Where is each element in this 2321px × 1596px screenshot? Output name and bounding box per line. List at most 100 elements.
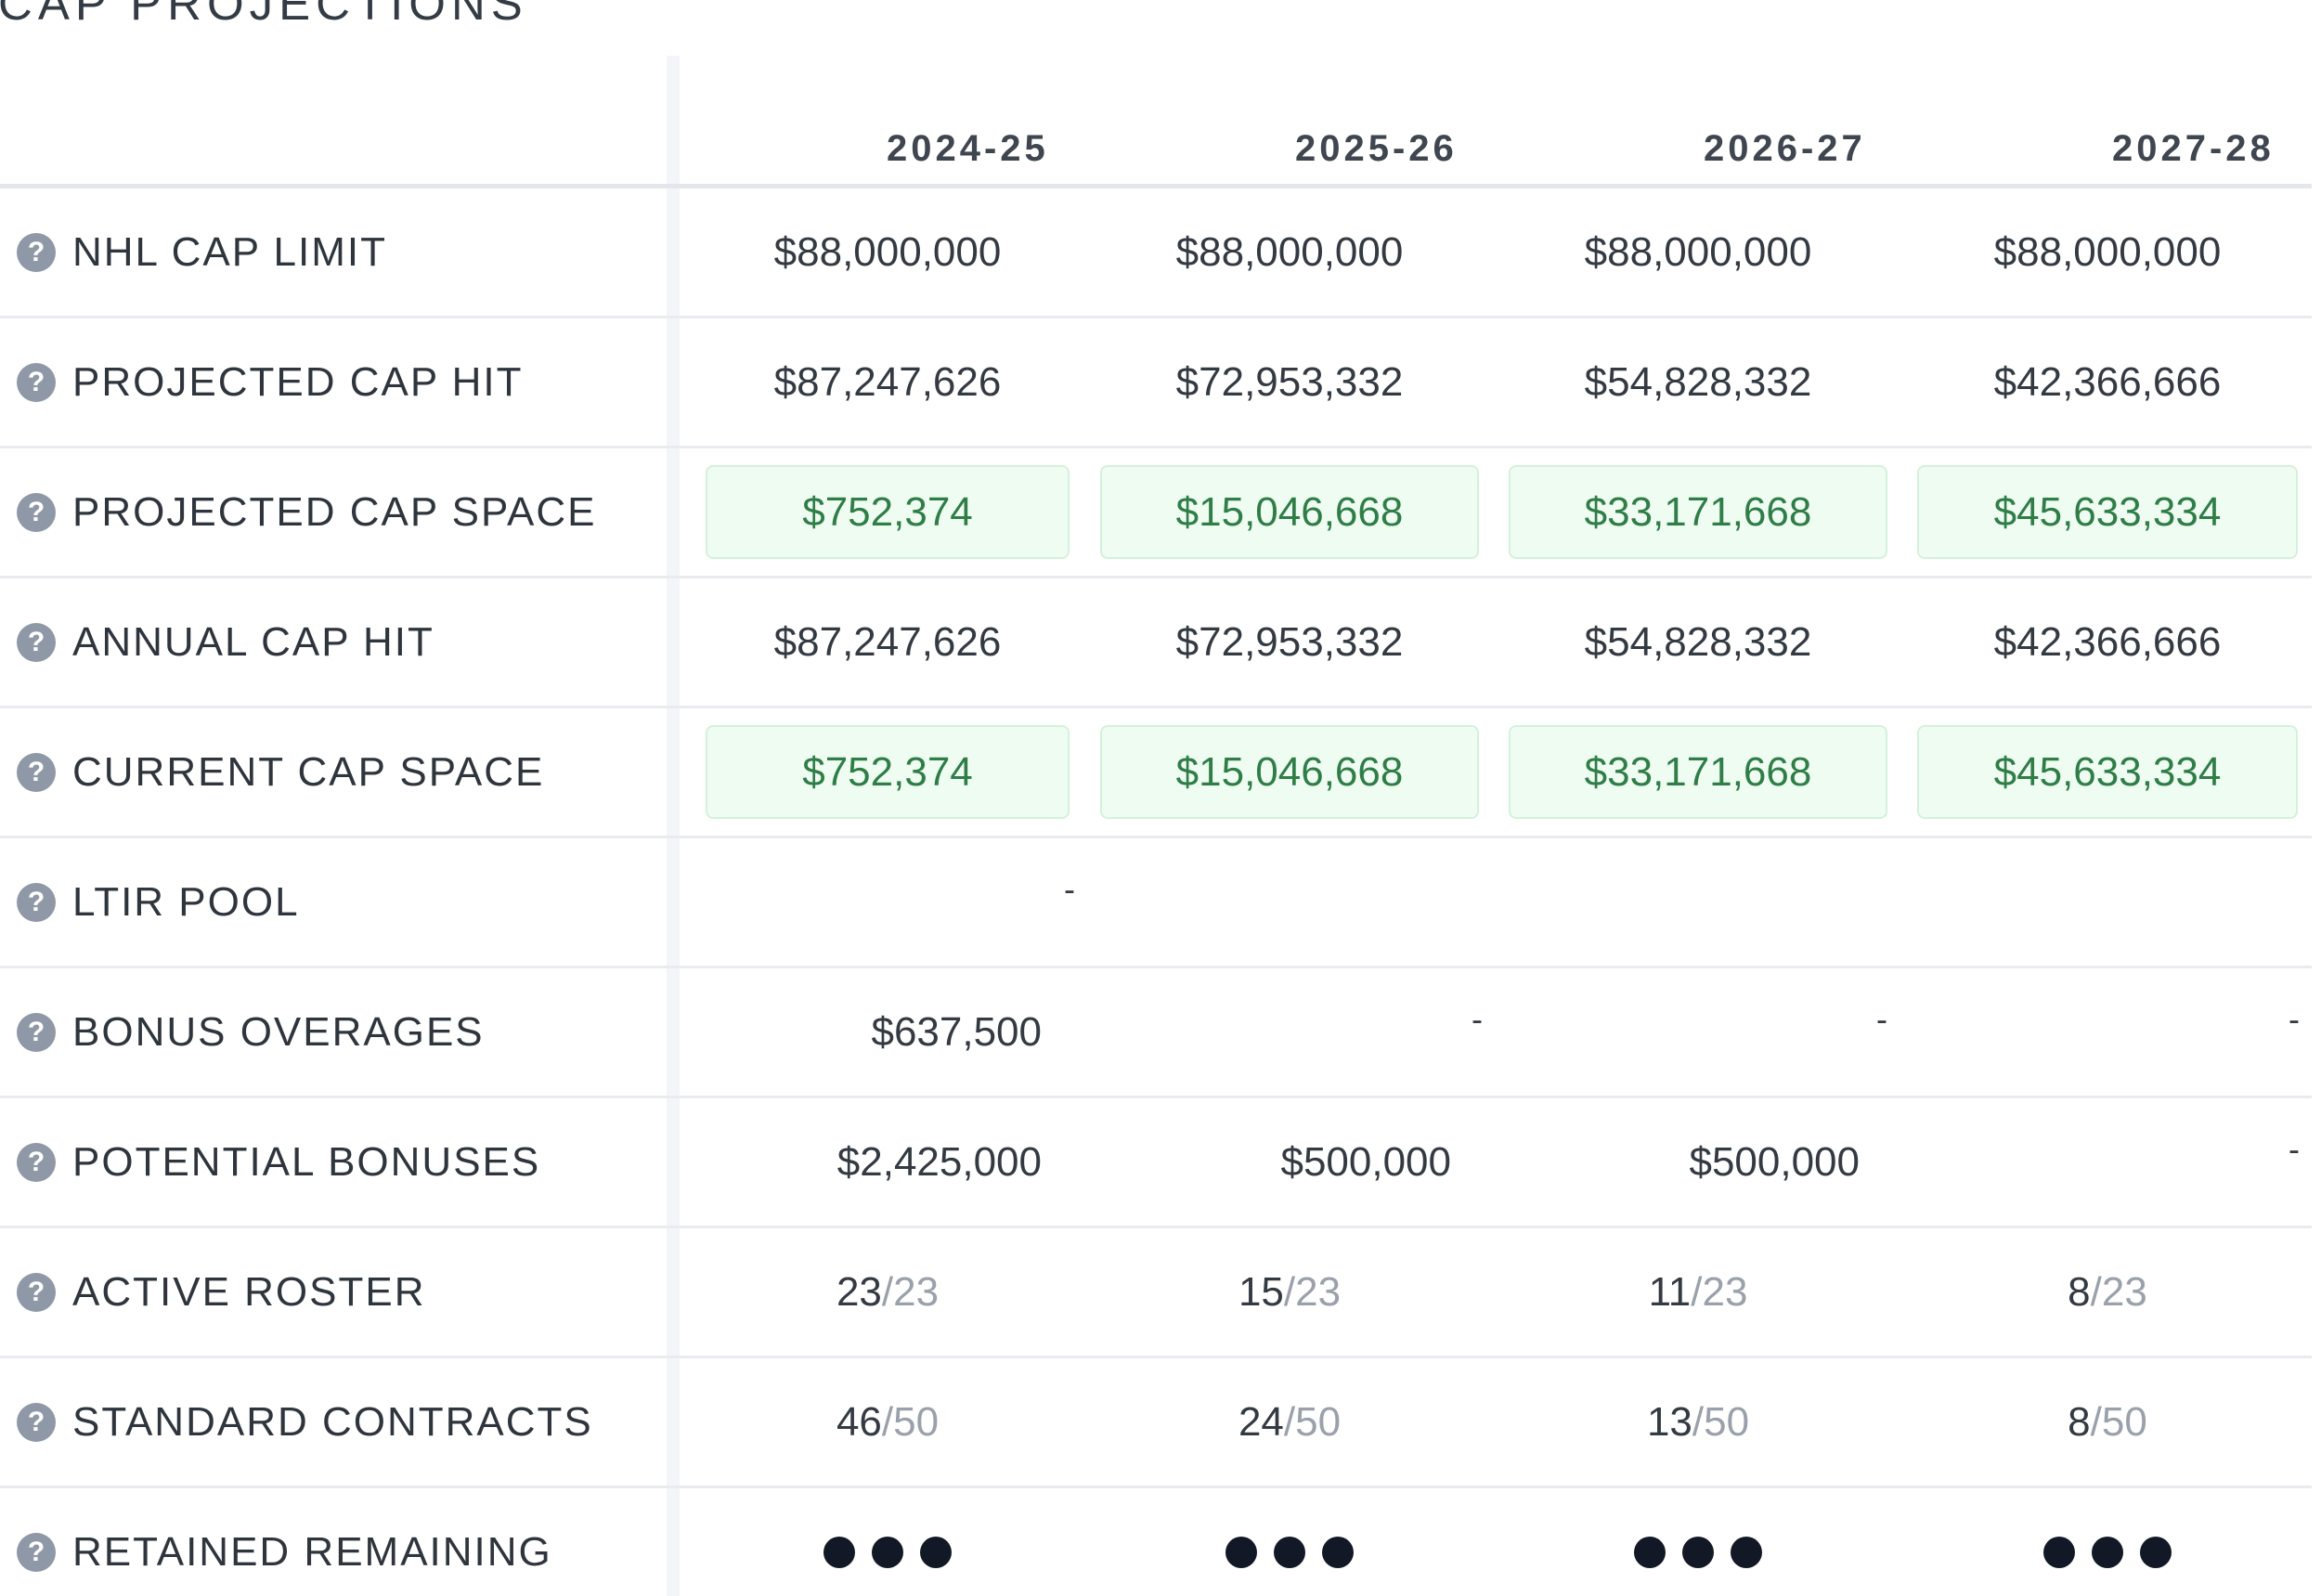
retained-slot-dot xyxy=(1322,1536,1354,1568)
section-title: CAP PROJECTIONS xyxy=(0,0,528,30)
help-icon[interactable]: ? xyxy=(17,232,56,272)
help-icon[interactable]: ? xyxy=(17,1532,56,1572)
cap-space-cell: $33,171,668 xyxy=(1509,708,1887,836)
cap-value: $72,953,332 xyxy=(1175,618,1404,665)
cap-space-value: $45,633,334 xyxy=(1993,748,2222,795)
roster-current: 8 xyxy=(2068,1268,2091,1315)
cap-value: $87,247,626 xyxy=(773,358,1002,405)
empty-value-dash: - xyxy=(1876,999,1887,1038)
roster-current: 15 xyxy=(1238,1268,1284,1315)
empty-value-dash: - xyxy=(1472,999,1483,1038)
row-label: ? STANDARD CONTRACTS xyxy=(0,1358,664,1486)
cap-space-cell: $752,374 xyxy=(706,448,1070,576)
help-icon[interactable]: ? xyxy=(17,1402,56,1442)
retained-slot-dot xyxy=(823,1536,855,1568)
bonus-value: $500,000 xyxy=(1689,1138,1860,1185)
roster-current: 23 xyxy=(836,1268,882,1315)
table-row: ? RETAINED REMAINING xyxy=(0,1488,2312,1596)
cap-value: $72,953,332 xyxy=(1175,358,1404,405)
row-label: ? NHL CAP LIMIT xyxy=(0,188,664,316)
row-label-text: LTIR POOL xyxy=(72,878,300,925)
retained-slots xyxy=(1100,1488,1479,1596)
help-icon[interactable]: ? xyxy=(17,622,56,662)
help-icon[interactable]: ? xyxy=(17,492,56,532)
contracts-count: 8/50 xyxy=(1917,1358,2298,1486)
row-label: ? PROJECTED CAP SPACE xyxy=(0,448,664,576)
row-label: ? LTIR POOL xyxy=(0,838,664,966)
bonus-value: - xyxy=(1917,1098,2300,1226)
contracts-count: 46/50 xyxy=(706,1358,1070,1486)
row-label-text: PROJECTED CAP SPACE xyxy=(72,488,597,535)
bonus-value: $637,500 xyxy=(871,1008,1042,1055)
contracts-count: 24/50 xyxy=(1100,1358,1479,1486)
cap-value: $88,000,000 xyxy=(1175,228,1404,275)
help-icon[interactable]: ? xyxy=(17,362,56,402)
cap-value: $88,000,000 xyxy=(1993,228,2222,275)
table-row: ? POTENTIAL BONUSES $2,425,000 $500,000 … xyxy=(0,1098,2312,1228)
row-label: ? POTENTIAL BONUSES xyxy=(0,1098,664,1226)
cap-space-cell: $15,046,668 xyxy=(1100,448,1479,576)
row-label: ? CURRENT CAP SPACE xyxy=(0,708,664,836)
row-label-text: STANDARD CONTRACTS xyxy=(72,1398,593,1445)
contracts-current: 8 xyxy=(2068,1398,2091,1445)
retained-slot-dot xyxy=(1731,1536,1762,1568)
table-row: ? BONUS OVERAGES $637,500 - - - xyxy=(0,968,2312,1098)
cap-space-value: $33,171,668 xyxy=(1584,748,1812,795)
table-row: ? PROJECTED CAP HIT $87,247,626 $72,953,… xyxy=(0,318,2312,448)
table-row: ? NHL CAP LIMIT $88,000,000 $88,000,000 … xyxy=(0,188,2312,318)
row-label: ? ANNUAL CAP HIT xyxy=(0,578,664,706)
cap-table: ? NHL CAP LIMIT $88,000,000 $88,000,000 … xyxy=(0,188,2312,1596)
retained-dots xyxy=(823,1536,952,1568)
row-label-text: ANNUAL CAP HIT xyxy=(72,618,434,665)
ltir-value: - xyxy=(706,838,1075,966)
table-row: ? PROJECTED CAP SPACE $752,374 $15,046,6… xyxy=(0,448,2312,578)
contracts-count: 13/50 xyxy=(1509,1358,1887,1486)
empty-value-dash: - xyxy=(2289,1129,2300,1168)
bonus-value: - xyxy=(1509,968,1887,1096)
season-header: 2025-26 xyxy=(1295,128,1458,169)
row-label-text: BONUS OVERAGES xyxy=(72,1008,485,1055)
table-row: ? STANDARD CONTRACTS 46/50 24/50 13/50 8… xyxy=(0,1358,2312,1488)
cap-space-cell: $33,171,668 xyxy=(1509,448,1887,576)
cap-space-cell: $45,633,334 xyxy=(1917,448,2298,576)
cap-value: $42,366,666 xyxy=(1993,618,2222,665)
help-icon[interactable]: ? xyxy=(17,1272,56,1312)
retained-dots xyxy=(2043,1536,2172,1568)
label-column-divider xyxy=(667,56,680,1596)
table-row: ? ACTIVE ROSTER 23/23 15/23 11/23 8/23 xyxy=(0,1228,2312,1358)
cap-value: $54,828,332 xyxy=(1584,618,1812,665)
help-icon[interactable]: ? xyxy=(17,752,56,792)
cap-value: $54,828,332 xyxy=(1584,358,1812,405)
row-label-text: POTENTIAL BONUSES xyxy=(72,1138,541,1185)
retained-slot-dot xyxy=(2140,1536,2172,1568)
help-icon[interactable]: ? xyxy=(17,882,56,922)
table-row: ? LTIR POOL - xyxy=(0,838,2312,968)
retained-slot-dot xyxy=(872,1536,903,1568)
bonus-value: $500,000 xyxy=(1280,1138,1451,1185)
retained-dots xyxy=(1225,1536,1354,1568)
row-label: ? PROJECTED CAP HIT xyxy=(0,318,664,446)
roster-max: /23 xyxy=(881,1268,940,1315)
roster-count: 15/23 xyxy=(1100,1228,1479,1356)
row-label-text: PROJECTED CAP HIT xyxy=(72,358,524,405)
roster-count: 11/23 xyxy=(1509,1228,1887,1356)
retained-slot-dot xyxy=(1634,1536,1666,1568)
season-header: 2027-28 xyxy=(2112,128,2275,169)
retained-slots xyxy=(1509,1488,1887,1596)
retained-dots xyxy=(1634,1536,1762,1568)
help-icon[interactable]: ? xyxy=(17,1012,56,1052)
cap-space-cell: $15,046,668 xyxy=(1100,708,1479,836)
cap-space-value: $45,633,334 xyxy=(1993,488,2222,535)
contracts-current: 24 xyxy=(1238,1398,1284,1445)
retained-slot-dot xyxy=(920,1536,952,1568)
retained-slot-dot xyxy=(1225,1536,1257,1568)
row-label: ? BONUS OVERAGES xyxy=(0,968,664,1096)
empty-value-dash: - xyxy=(2289,999,2300,1038)
cap-space-cell: $752,374 xyxy=(706,708,1070,836)
cap-value: $88,000,000 xyxy=(773,228,1002,275)
help-icon[interactable]: ? xyxy=(17,1142,56,1182)
row-label-text: RETAINED REMAINING xyxy=(72,1528,552,1575)
roster-max: /23 xyxy=(1283,1268,1342,1315)
cap-space-cell: $45,633,334 xyxy=(1917,708,2298,836)
cap-value: $87,247,626 xyxy=(773,618,1002,665)
